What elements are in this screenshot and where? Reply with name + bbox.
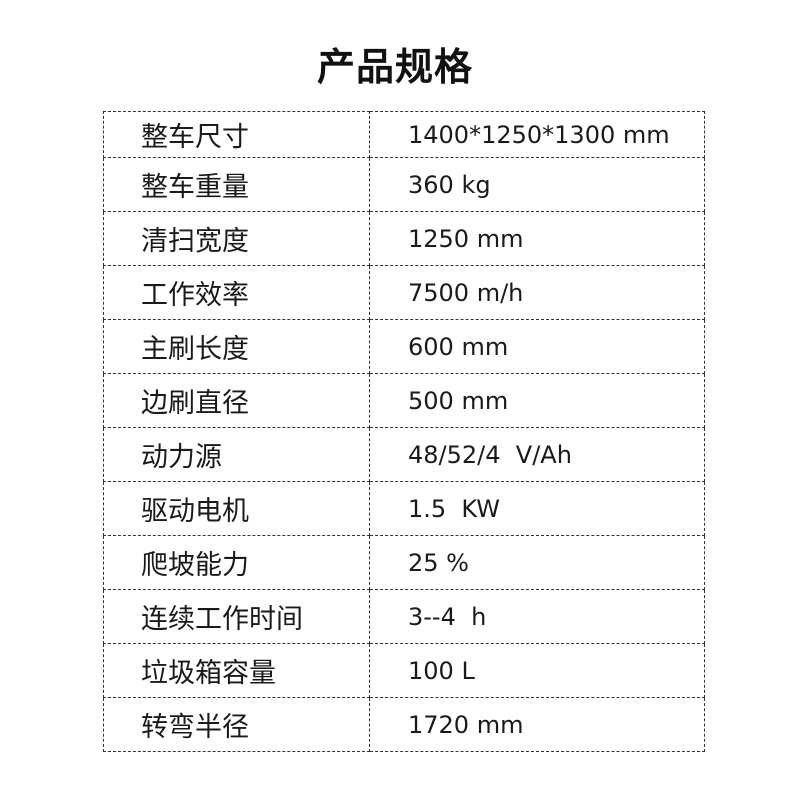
spec-value: 48/52/4 V/Ah <box>369 427 705 482</box>
spec-value: 7500 m/h <box>369 265 705 320</box>
spec-label: 驱动电机 <box>103 481 370 536</box>
spec-label: 整车尺寸 <box>103 111 370 158</box>
spec-value: 100 L <box>369 643 705 698</box>
spec-value: 25 % <box>369 535 705 590</box>
spec-value: 1.5 KW <box>369 481 705 536</box>
spec-row: 工作效率 7500 m/h <box>103 265 705 320</box>
spec-row: 驱动电机 1.5 KW <box>103 481 705 536</box>
spec-label: 整车重量 <box>103 157 370 212</box>
spec-value: 1250 mm <box>369 211 705 266</box>
spec-value: 1720 mm <box>369 697 705 752</box>
spec-value: 600 mm <box>369 319 705 374</box>
spec-row: 转弯半径 1720 mm <box>103 697 705 752</box>
spec-row: 主刷长度 600 mm <box>103 319 705 374</box>
spec-label: 边刷直径 <box>103 373 370 428</box>
spec-row: 爬坡能力 25 % <box>103 535 705 590</box>
spec-label: 垃圾箱容量 <box>103 643 370 698</box>
spec-row: 动力源 48/52/4 V/Ah <box>103 427 705 482</box>
spec-label: 连续工作时间 <box>103 589 370 644</box>
spec-row: 垃圾箱容量 100 L <box>103 643 705 698</box>
spec-label: 主刷长度 <box>103 319 370 374</box>
spec-label: 清扫宽度 <box>103 211 370 266</box>
spec-label: 爬坡能力 <box>103 535 370 590</box>
spec-value: 1400*1250*1300 mm <box>369 111 705 158</box>
spec-label: 转弯半径 <box>103 697 370 752</box>
spec-label: 动力源 <box>103 427 370 482</box>
spec-table: 整车尺寸 1400*1250*1300 mm 整车重量 360 kg 清扫宽度 1250 … <box>103 111 705 752</box>
spec-label: 工作效率 <box>103 265 370 320</box>
spec-row: 整车尺寸 1400*1250*1300 mm <box>103 111 705 158</box>
spec-row: 连续工作时间 3--4 h <box>103 589 705 644</box>
spec-value: 3--4 h <box>369 589 705 644</box>
page-title: 产品规格 <box>316 45 473 89</box>
spec-row: 边刷直径 500 mm <box>103 373 705 428</box>
spec-row: 清扫宽度 1250 mm <box>103 211 705 266</box>
spec-row: 整车重量 360 kg <box>103 157 705 212</box>
spec-value: 360 kg <box>369 157 705 212</box>
spec-value: 500 mm <box>369 373 705 428</box>
